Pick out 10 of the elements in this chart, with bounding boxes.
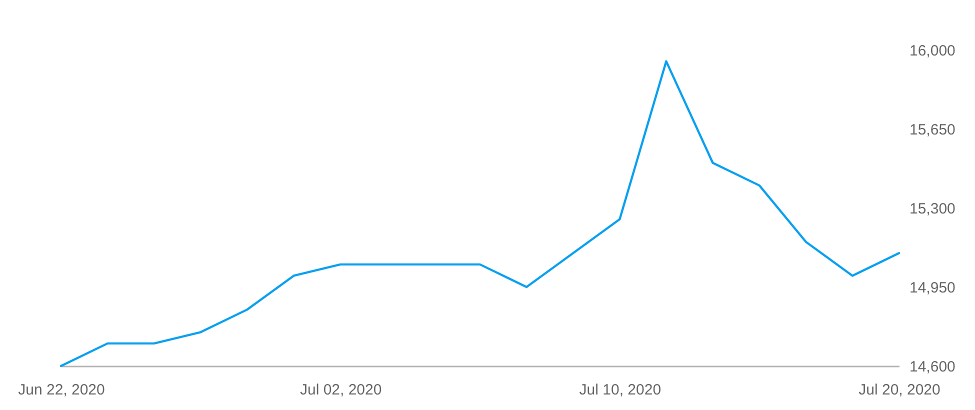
y-tick-label: 15,300 <box>910 200 956 218</box>
y-tick-label: 14,600 <box>910 358 956 376</box>
y-tick-label: 15,650 <box>910 122 956 138</box>
x-tick-label: Jul 02, 2020 <box>300 382 382 398</box>
x-tick-label: Jun 22, 2020 <box>18 382 105 398</box>
line-series <box>60 60 900 368</box>
x-tick-label: Jul 20, 2020 <box>858 382 940 398</box>
x-tick-label: Jul 10, 2020 <box>579 382 662 398</box>
y-tick-label: 14,950 <box>910 280 956 296</box>
y-tick-label: 16,000 <box>910 42 956 60</box>
